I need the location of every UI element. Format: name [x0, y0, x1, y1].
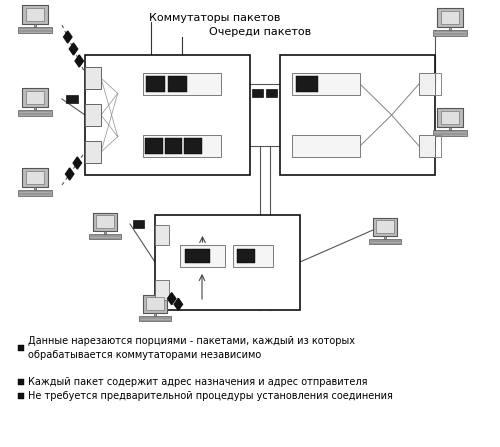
Bar [154, 312, 156, 316]
Bar [252, 89, 263, 97]
Bar [66, 95, 78, 103]
Bar [449, 127, 451, 130]
Bar [140, 316, 170, 321]
Bar [233, 245, 273, 267]
Bar [441, 110, 459, 124]
Bar [384, 236, 386, 239]
Polygon shape [75, 55, 84, 67]
Bar [22, 5, 48, 24]
Bar [143, 135, 221, 157]
Bar [34, 107, 36, 110]
Bar [85, 67, 101, 89]
Bar [266, 89, 277, 97]
Bar [180, 245, 225, 267]
Bar [146, 76, 165, 92]
Bar [133, 220, 144, 228]
Bar [26, 91, 44, 104]
Bar [18, 27, 52, 33]
Bar [449, 27, 451, 30]
Bar [280, 55, 435, 175]
Bar [18, 345, 24, 351]
Bar [155, 280, 169, 300]
Bar [155, 215, 300, 310]
Bar [434, 30, 466, 36]
Bar [155, 225, 169, 245]
Bar [437, 8, 463, 27]
Bar [22, 88, 48, 107]
Bar [376, 220, 394, 233]
Bar [34, 187, 36, 190]
Bar [143, 73, 221, 95]
Bar [370, 239, 400, 245]
Bar [26, 171, 44, 184]
Bar [373, 218, 397, 236]
Polygon shape [168, 293, 176, 305]
Bar [185, 249, 210, 263]
Bar [292, 73, 360, 95]
Bar [237, 249, 255, 263]
Bar [292, 135, 360, 157]
Bar [90, 234, 120, 240]
Bar [18, 110, 52, 116]
Bar [165, 138, 182, 154]
Bar [419, 135, 435, 157]
Polygon shape [64, 31, 72, 43]
Bar [34, 24, 36, 27]
Bar [85, 141, 101, 163]
Polygon shape [66, 168, 74, 180]
Bar [296, 76, 318, 92]
Bar [437, 108, 463, 127]
Bar [168, 76, 186, 92]
Bar [146, 297, 164, 310]
Bar [143, 295, 167, 312]
Text: Коммутаторы пакетов: Коммутаторы пакетов [150, 13, 280, 23]
Text: Очереди пакетов: Очереди пакетов [209, 27, 311, 37]
Bar [104, 231, 106, 234]
Bar [26, 8, 44, 21]
Text: Не требуется предварительной процедуры установления соединения: Не требуется предварительной процедуры у… [28, 391, 393, 401]
Bar [441, 11, 459, 24]
Text: Каждый пакет содержит адрес назначения и адрес отправителя: Каждый пакет содержит адрес назначения и… [28, 377, 367, 387]
Bar [434, 130, 466, 136]
Polygon shape [70, 43, 78, 55]
Bar [85, 104, 101, 126]
Bar [184, 138, 202, 154]
Bar [85, 55, 250, 175]
Bar [18, 393, 24, 399]
Bar [18, 379, 24, 385]
Text: Данные нарезаются порциями - пакетами, каждый из которых
обрабатывается коммутат: Данные нарезаются порциями - пакетами, к… [28, 337, 355, 360]
Bar [96, 215, 114, 228]
Bar [146, 138, 162, 154]
Polygon shape [174, 298, 182, 310]
Bar [419, 73, 435, 95]
Bar [93, 213, 117, 231]
Bar [22, 168, 48, 187]
Bar [18, 190, 52, 196]
Polygon shape [73, 157, 82, 169]
